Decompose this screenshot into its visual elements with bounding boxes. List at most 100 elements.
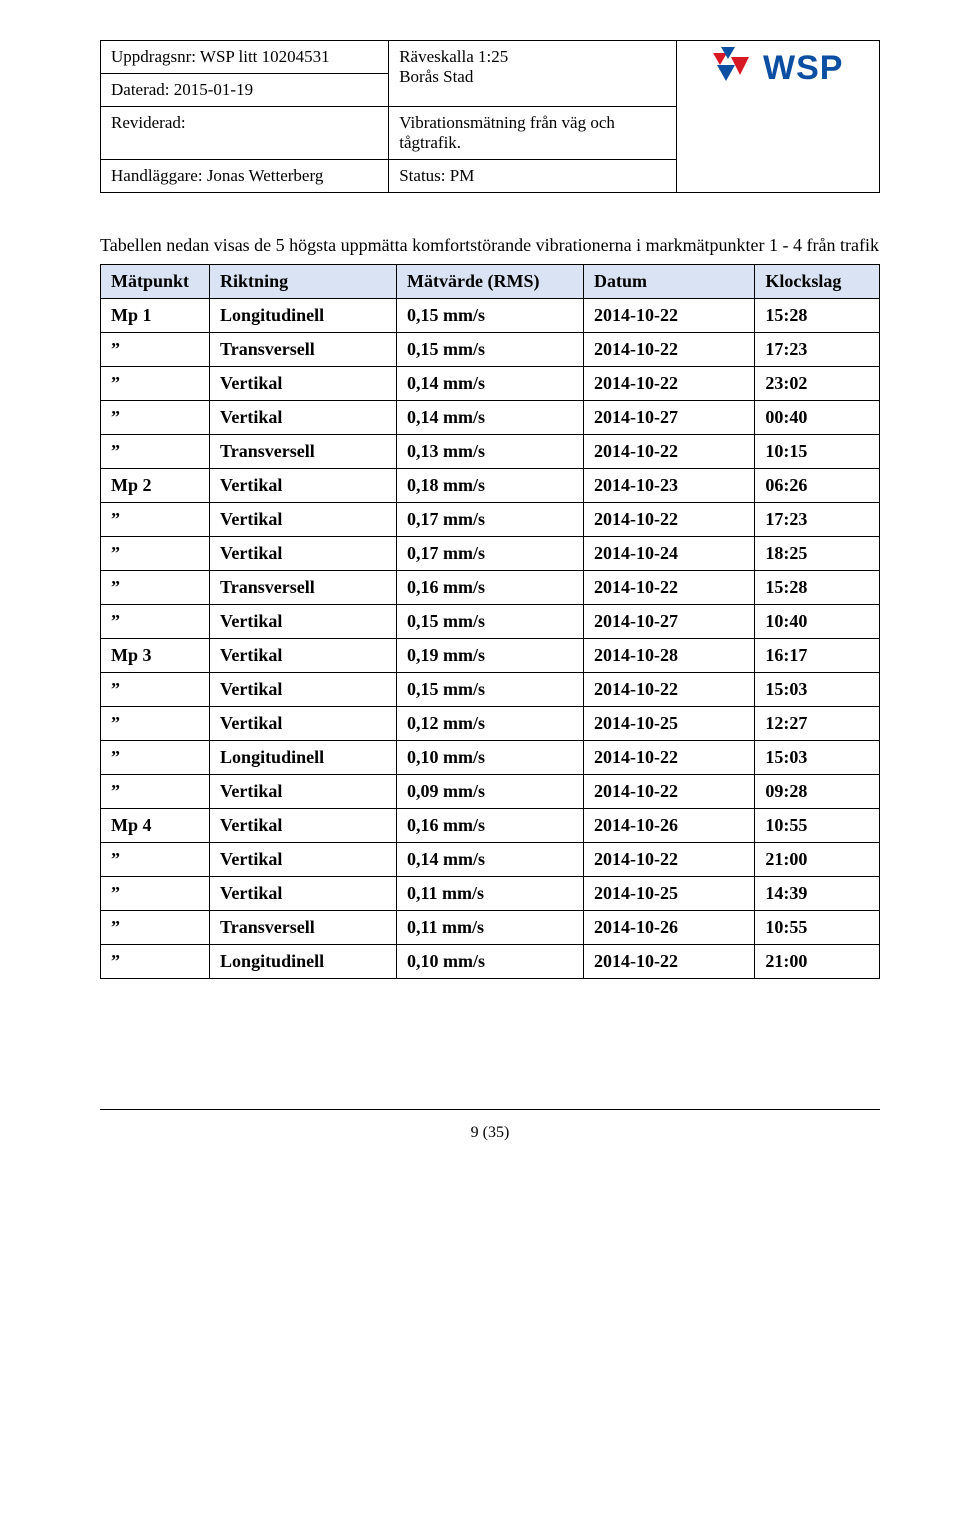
table-cell: Mp 2	[101, 469, 210, 503]
table-cell: 0,17 mm/s	[397, 503, 584, 537]
header-title-line2: Borås Stad	[399, 67, 473, 86]
header-subtitle: Vibrationsmätning från väg och tågtrafik…	[389, 107, 677, 160]
intro-text: Tabellen nedan visas de 5 högsta uppmätt…	[100, 233, 880, 258]
table-cell: 10:55	[755, 911, 880, 945]
table-cell: 0,19 mm/s	[397, 639, 584, 673]
table-cell: 23:02	[755, 367, 880, 401]
header-status: Status: PM	[389, 160, 677, 193]
table-cell: 0,16 mm/s	[397, 809, 584, 843]
vibration-table: Mätpunkt Riktning Mätvärde (RMS) Datum K…	[100, 264, 880, 979]
table-cell: ”	[101, 945, 210, 979]
table-cell: 06:26	[755, 469, 880, 503]
table-row: ”Vertikal0,11 mm/s2014-10-2514:39	[101, 877, 880, 911]
table-cell: 2014-10-22	[583, 945, 754, 979]
table-cell: 2014-10-28	[583, 639, 754, 673]
table-row: Mp 4Vertikal0,16 mm/s2014-10-2610:55	[101, 809, 880, 843]
table-cell: 10:55	[755, 809, 880, 843]
table-cell: 2014-10-26	[583, 911, 754, 945]
table-cell: 0,10 mm/s	[397, 741, 584, 775]
table-cell: ”	[101, 503, 210, 537]
table-cell: 0,18 mm/s	[397, 469, 584, 503]
table-cell: 0,14 mm/s	[397, 843, 584, 877]
header-uppdrag: Uppdragsnr: WSP litt 10204531	[101, 41, 389, 74]
table-cell: 10:40	[755, 605, 880, 639]
table-cell: Vertikal	[210, 639, 397, 673]
table-cell: 15:28	[755, 299, 880, 333]
table-cell: 14:39	[755, 877, 880, 911]
table-cell: Vertikal	[210, 775, 397, 809]
table-cell: 0,09 mm/s	[397, 775, 584, 809]
col-datum: Datum	[583, 265, 754, 299]
table-cell: 2014-10-24	[583, 537, 754, 571]
table-cell: 0,15 mm/s	[397, 299, 584, 333]
table-cell: Vertikal	[210, 707, 397, 741]
table-cell: ”	[101, 707, 210, 741]
table-cell: 2014-10-25	[583, 877, 754, 911]
table-cell: 2014-10-27	[583, 401, 754, 435]
table-cell: Longitudinell	[210, 945, 397, 979]
col-riktning: Riktning	[210, 265, 397, 299]
table-cell: 0,15 mm/s	[397, 673, 584, 707]
table-row: ”Vertikal0,15 mm/s2014-10-2710:40	[101, 605, 880, 639]
table-cell: 00:40	[755, 401, 880, 435]
table-cell: 2014-10-22	[583, 367, 754, 401]
wsp-logo: WSP	[713, 47, 843, 90]
table-cell: Vertikal	[210, 877, 397, 911]
table-cell: ”	[101, 401, 210, 435]
table-cell: 15:03	[755, 673, 880, 707]
table-cell: 2014-10-22	[583, 775, 754, 809]
table-cell: Longitudinell	[210, 741, 397, 775]
table-row: ”Transversell0,11 mm/s2014-10-2610:55	[101, 911, 880, 945]
table-cell: Vertikal	[210, 401, 397, 435]
table-cell: 15:28	[755, 571, 880, 605]
table-cell: 09:28	[755, 775, 880, 809]
table-cell: Vertikal	[210, 673, 397, 707]
wsp-logo-text: WSP	[763, 49, 843, 88]
table-cell: 0,13 mm/s	[397, 435, 584, 469]
table-row: ”Vertikal0,09 mm/s2014-10-2209:28	[101, 775, 880, 809]
table-cell: 21:00	[755, 843, 880, 877]
table-cell: 0,15 mm/s	[397, 333, 584, 367]
header-handlaggare: Handläggare: Jonas Wetterberg	[101, 160, 389, 193]
header-title-line1: Räveskalla 1:25	[399, 47, 508, 66]
table-row: ”Vertikal0,14 mm/s2014-10-2221:00	[101, 843, 880, 877]
table-cell: 2014-10-22	[583, 571, 754, 605]
table-cell: Vertikal	[210, 809, 397, 843]
table-row: ”Vertikal0,14 mm/s2014-10-2700:40	[101, 401, 880, 435]
table-cell: Transversell	[210, 435, 397, 469]
table-row: ”Vertikal0,14 mm/s2014-10-2223:02	[101, 367, 880, 401]
table-cell: 0,14 mm/s	[397, 401, 584, 435]
table-cell: 2014-10-22	[583, 333, 754, 367]
table-cell: Transversell	[210, 911, 397, 945]
table-cell: 0,15 mm/s	[397, 605, 584, 639]
page-number: 9 (35)	[100, 1124, 880, 1142]
table-cell: 12:27	[755, 707, 880, 741]
table-row: Mp 1Longitudinell0,15 mm/s2014-10-2215:2…	[101, 299, 880, 333]
table-cell: Vertikal	[210, 367, 397, 401]
table-cell: 17:23	[755, 503, 880, 537]
table-cell: 21:00	[755, 945, 880, 979]
table-cell: ”	[101, 741, 210, 775]
table-cell: Transversell	[210, 333, 397, 367]
table-row: ”Transversell0,13 mm/s2014-10-2210:15	[101, 435, 880, 469]
table-row: ”Vertikal0,12 mm/s2014-10-2512:27	[101, 707, 880, 741]
table-cell: Vertikal	[210, 503, 397, 537]
table-row: ”Vertikal0,15 mm/s2014-10-2215:03	[101, 673, 880, 707]
table-row: ”Longitudinell0,10 mm/s2014-10-2215:03	[101, 741, 880, 775]
table-cell: ”	[101, 877, 210, 911]
footer-divider	[100, 1109, 880, 1110]
document-header: Uppdragsnr: WSP litt 10204531 Räveskalla…	[100, 40, 880, 193]
table-row: ”Vertikal0,17 mm/s2014-10-2418:25	[101, 537, 880, 571]
header-reviderad: Reviderad:	[101, 107, 389, 160]
table-cell: ”	[101, 333, 210, 367]
table-cell: 17:23	[755, 333, 880, 367]
table-cell: ”	[101, 843, 210, 877]
table-cell: 2014-10-22	[583, 503, 754, 537]
table-cell: Vertikal	[210, 537, 397, 571]
table-header-row: Mätpunkt Riktning Mätvärde (RMS) Datum K…	[101, 265, 880, 299]
table-cell: 0,16 mm/s	[397, 571, 584, 605]
table-cell: Mp 3	[101, 639, 210, 673]
table-cell: 0,11 mm/s	[397, 911, 584, 945]
header-logo-cell: WSP	[677, 41, 880, 193]
header-title: Räveskalla 1:25 Borås Stad	[389, 41, 677, 107]
